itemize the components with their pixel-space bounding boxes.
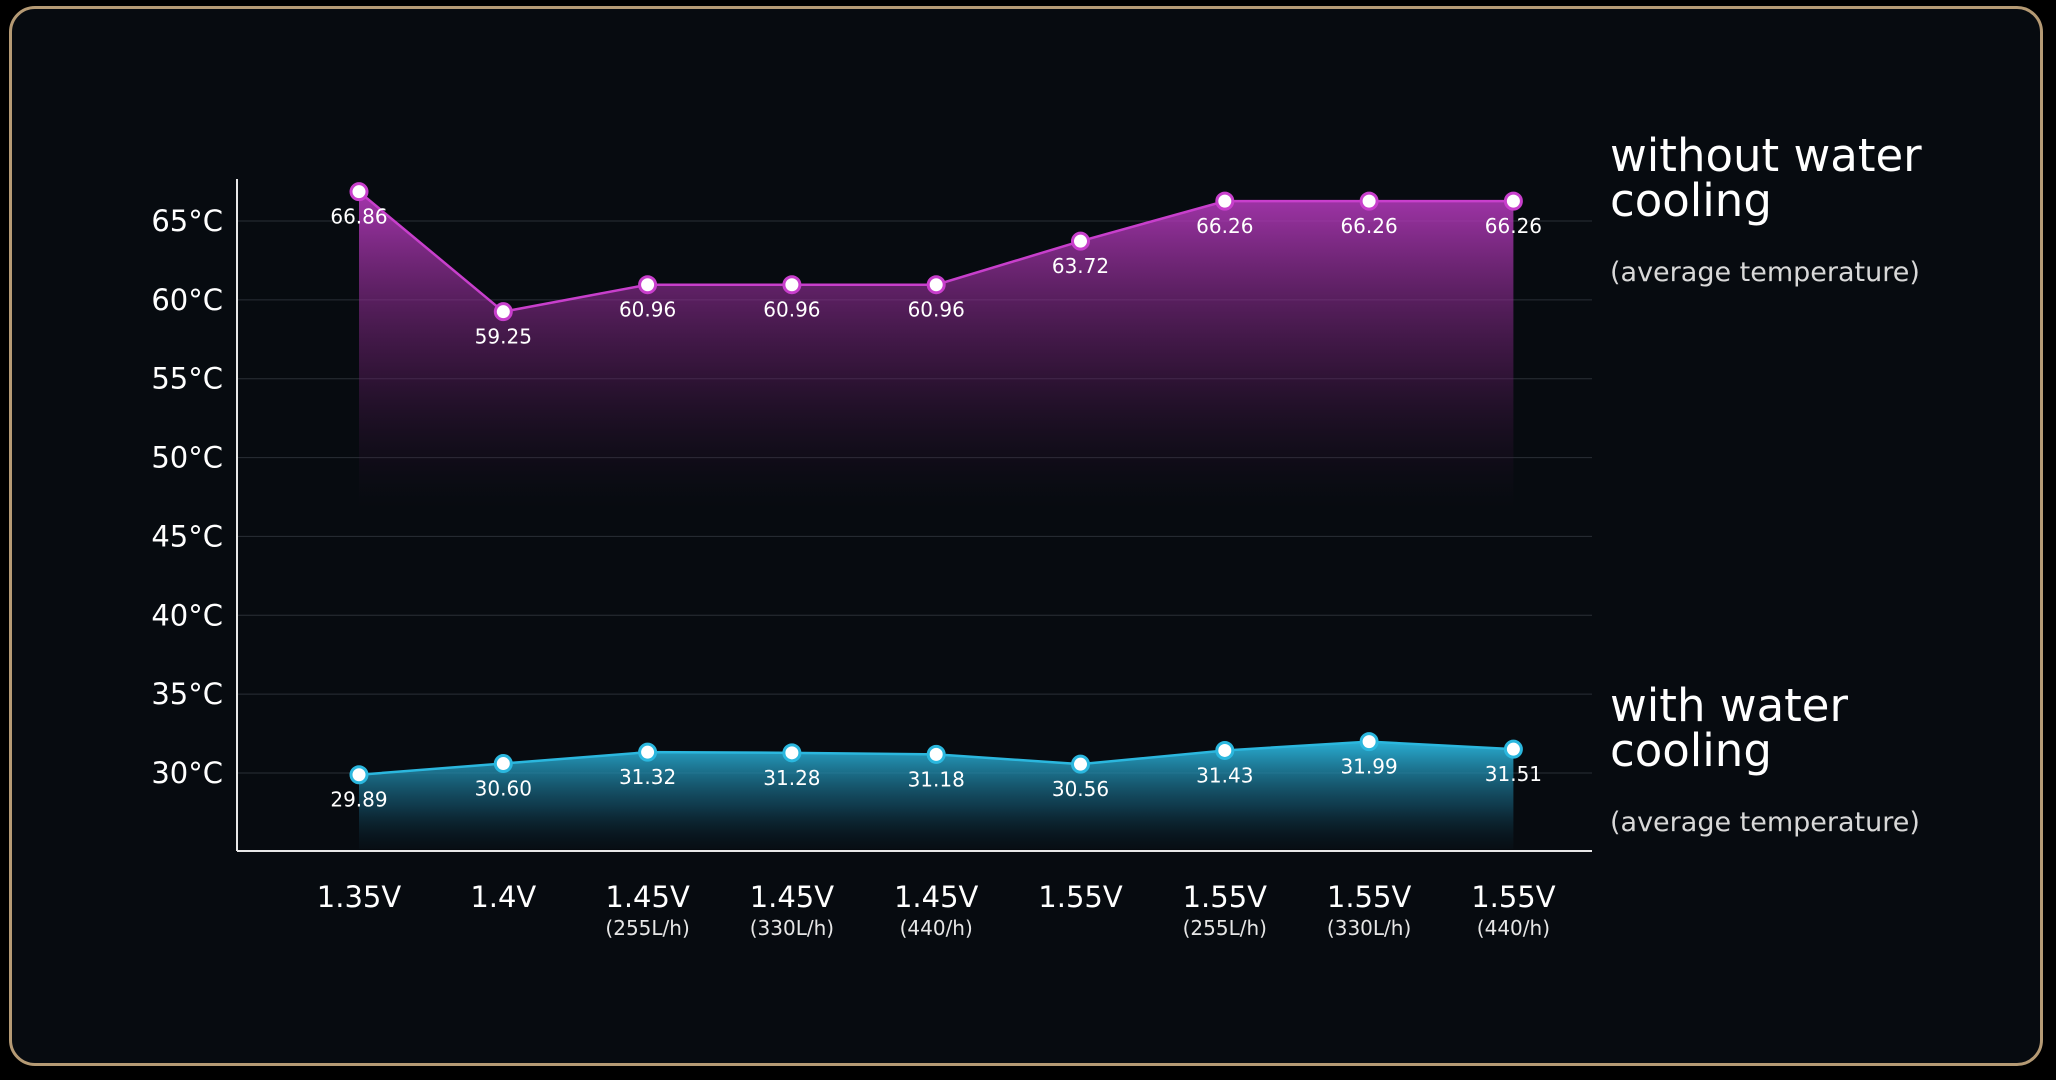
y-tick-label: 45°C <box>151 519 223 553</box>
data-point <box>1359 732 1379 752</box>
data-label: 31.18 <box>908 767 965 791</box>
data-point <box>1215 740 1235 760</box>
data-point <box>349 182 369 202</box>
y-tick-label: 65°C <box>151 204 223 238</box>
y-tick-label: 50°C <box>151 441 223 475</box>
data-point <box>1071 754 1090 774</box>
data-label: 29.89 <box>330 788 387 812</box>
x-tick-label: 1.45V <box>894 880 979 914</box>
data-label: 31.51 <box>1485 762 1542 786</box>
data-label: 66.26 <box>1340 214 1397 238</box>
y-tick-label: 60°C <box>151 283 223 317</box>
x-tick-sublabel: (330L/h) <box>750 916 834 940</box>
series-legend-title: without water <box>1610 129 1922 182</box>
series-area <box>359 741 1514 849</box>
x-tick-label: 1.55V <box>1327 880 1412 914</box>
x-tick-label: 1.55V <box>1038 880 1123 914</box>
data-label: 66.26 <box>1196 214 1253 238</box>
chart-panel: 65°C 60°C 55°C 50°C 45°C 40°C 35°C 30°C 1.35V 1.4… <box>9 6 2043 1066</box>
x-tick-label: 1.45V <box>605 880 690 914</box>
x-tick-sublabel: (440/h) <box>900 916 973 940</box>
x-tick-sublabel: (330L/h) <box>1327 916 1411 940</box>
y-tick-label: 55°C <box>151 362 223 396</box>
data-point <box>1503 191 1523 211</box>
data-label: 60.96 <box>763 298 820 322</box>
data-point <box>493 754 513 774</box>
data-point <box>1359 191 1379 211</box>
data-point <box>926 744 946 764</box>
data-point <box>638 742 658 762</box>
x-tick-label: 1.35V <box>317 880 402 914</box>
x-tick-label: 1.55V <box>1183 880 1268 914</box>
x-tick-sublabel: (255L/h) <box>1183 916 1267 940</box>
data-label: 30.56 <box>1052 777 1109 801</box>
series-legend-title: cooling <box>1610 724 1772 777</box>
data-label: 60.96 <box>619 298 676 322</box>
series-legend-title: cooling <box>1610 174 1772 227</box>
temperature-line-chart: 65°C 60°C 55°C 50°C 45°C 40°C 35°C 30°C 1.35V 1.4… <box>151 129 1922 940</box>
data-point <box>782 275 802 295</box>
data-point <box>782 743 802 763</box>
data-point <box>1503 739 1523 759</box>
data-label: 59.25 <box>475 325 532 349</box>
y-tick-label: 30°C <box>151 756 223 790</box>
data-point <box>349 765 369 785</box>
data-label: 60.96 <box>908 298 965 322</box>
series-legend-title: with water <box>1610 679 1848 732</box>
series-area <box>359 191 1514 509</box>
data-label: 31.28 <box>763 766 820 790</box>
series-legend-subtitle: (average temperature) <box>1610 257 1920 288</box>
series-legend-subtitle: (average temperature) <box>1610 807 1920 838</box>
data-point <box>493 302 513 322</box>
x-tick-label: 1.4V <box>470 880 536 914</box>
data-label: 66.86 <box>330 205 387 229</box>
data-label: 31.32 <box>619 765 676 789</box>
y-tick-label: 35°C <box>151 677 223 711</box>
data-label: 30.60 <box>475 777 532 801</box>
data-point <box>638 275 658 295</box>
x-tick-sublabel: (255L/h) <box>605 916 689 940</box>
y-tick-label: 40°C <box>151 598 223 632</box>
data-point <box>1215 191 1235 211</box>
data-label: 63.72 <box>1052 254 1109 278</box>
x-tick-label: 1.45V <box>750 880 835 914</box>
data-label: 66.26 <box>1485 214 1542 238</box>
x-tick-sublabel: (440/h) <box>1477 916 1550 940</box>
data-label: 31.43 <box>1196 763 1253 787</box>
data-label: 31.99 <box>1340 755 1397 779</box>
x-tick-label: 1.55V <box>1471 880 1556 914</box>
data-point <box>1071 231 1090 251</box>
data-point <box>926 275 946 295</box>
